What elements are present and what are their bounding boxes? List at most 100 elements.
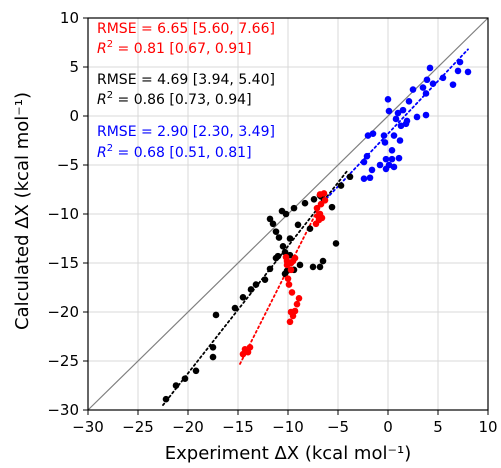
data-point-series-1	[291, 307, 299, 315]
data-point-series-1	[241, 345, 249, 353]
y-tick-label: 0	[69, 107, 79, 125]
data-point-series-2	[396, 137, 404, 144]
data-point-series-2	[380, 132, 388, 139]
x-tick-label: −5	[327, 418, 349, 436]
data-point-series-0	[278, 207, 286, 215]
data-point-series-0	[275, 234, 283, 241]
data-point-series-0	[281, 248, 289, 256]
data-point-series-0	[274, 252, 282, 260]
data-point-series-2	[422, 111, 430, 119]
data-point-series-2	[405, 98, 413, 105]
data-point-series-2	[382, 155, 390, 163]
stats-annotation-red: RMSE = 6.65 [5.60, 7.66] R2 = 0.81 [0.67…	[97, 21, 275, 57]
data-point-series-0	[192, 367, 200, 375]
data-point-series-2	[369, 130, 377, 137]
data-point-series-2	[394, 109, 402, 117]
data-point-series-0	[301, 199, 309, 207]
data-point-series-0	[266, 265, 274, 273]
r2-red: R2 = 0.81 [0.67, 0.91]	[97, 39, 252, 57]
x-tick-label: 5	[433, 418, 443, 436]
r2-blue: R2 = 0.68 [0.51, 0.81]	[97, 143, 252, 161]
data-point-series-0	[328, 203, 336, 211]
data-point-series-0	[332, 240, 340, 247]
data-point-series-1	[321, 196, 329, 204]
data-point-series-0	[209, 353, 217, 361]
data-point-series-0	[209, 343, 217, 351]
data-point-series-0	[172, 382, 180, 389]
rmse-blue: RMSE = 2.90 [2.30, 3.49]	[97, 124, 275, 140]
x-tick-label: −25	[122, 418, 154, 436]
fit-line-series-2	[322, 48, 469, 204]
data-point-series-0	[252, 281, 260, 288]
y-tick-label: −5	[57, 156, 79, 174]
data-point-series-0	[306, 225, 314, 232]
data-point-series-2	[392, 115, 400, 123]
y-tick-label: 5	[69, 58, 79, 76]
data-point-series-0	[261, 276, 269, 283]
data-point-series-1	[286, 318, 294, 326]
x-tick-label: −15	[222, 418, 254, 436]
data-point-series-2	[385, 107, 393, 115]
data-point-series-2	[388, 155, 396, 163]
data-point-series-2	[395, 154, 403, 162]
rmse-black: RMSE = 4.69 [3.94, 5.40]	[97, 72, 275, 88]
y-tick-label: −30	[47, 401, 79, 419]
x-axis-label: Experiment ΔX (kcal mol⁻¹)	[165, 443, 411, 464]
data-point-series-2	[363, 152, 371, 160]
data-point-series-2	[360, 175, 368, 183]
data-point-series-0	[290, 204, 298, 212]
y-tick-label: −15	[47, 254, 79, 272]
data-point-series-2	[384, 96, 392, 103]
data-point-series-0	[162, 395, 170, 403]
data-point-series-2	[399, 106, 407, 114]
data-point-series-1	[285, 281, 293, 288]
data-point-series-2	[360, 158, 368, 166]
data-point-series-0	[337, 182, 345, 189]
data-points	[162, 58, 472, 403]
data-point-series-2	[376, 161, 384, 169]
data-point-series-2	[429, 80, 437, 87]
axis-ticks: −30 −25 −20 −15 −10 −5 0 5 101050−5−10−15−20−25−…	[47, 9, 497, 436]
data-point-series-0	[212, 311, 220, 319]
data-point-series-2	[366, 174, 374, 182]
data-point-series-2	[402, 120, 410, 128]
data-point-series-0	[316, 263, 324, 271]
data-point-series-1	[288, 289, 296, 296]
data-point-series-1	[320, 190, 328, 197]
data-point-series-2	[413, 113, 421, 121]
data-point-series-2	[397, 122, 405, 130]
y-tick-label: −10	[47, 205, 79, 223]
data-point-series-2	[382, 165, 390, 173]
data-point-series-2	[449, 81, 457, 88]
data-point-series-1	[316, 210, 324, 218]
data-point-series-2	[409, 86, 417, 93]
data-point-series-2	[381, 139, 389, 146]
data-point-series-2	[454, 67, 462, 75]
x-tick-label: −10	[272, 418, 304, 436]
data-point-series-2	[456, 58, 464, 66]
data-point-series-1	[246, 343, 254, 351]
data-point-series-2	[388, 147, 396, 154]
data-point-series-0	[296, 261, 304, 269]
data-point-series-0	[247, 286, 255, 293]
data-point-series-0	[266, 215, 274, 223]
data-point-series-0	[279, 243, 287, 250]
data-point-series-2	[390, 132, 398, 139]
rmse-red: RMSE = 6.65 [5.60, 7.66]	[97, 21, 275, 37]
data-point-series-1	[284, 275, 292, 282]
data-point-series-0	[309, 263, 317, 271]
data-point-series-1	[287, 266, 295, 274]
data-point-series-0	[231, 304, 239, 312]
stats-annotation-blue: RMSE = 2.90 [2.30, 3.49] R2 = 0.68 [0.51…	[97, 124, 275, 161]
x-tick-label: −30	[72, 418, 104, 436]
data-point-series-2	[419, 84, 427, 91]
data-point-series-1	[293, 300, 301, 308]
x-tick-label: −20	[172, 418, 204, 436]
data-point-series-1	[282, 253, 290, 261]
data-point-series-0	[310, 196, 318, 203]
data-point-series-0	[346, 173, 354, 181]
x-tick-label: 10	[478, 418, 497, 436]
x-tick-label: 0	[383, 418, 393, 436]
data-point-series-0	[294, 221, 302, 229]
